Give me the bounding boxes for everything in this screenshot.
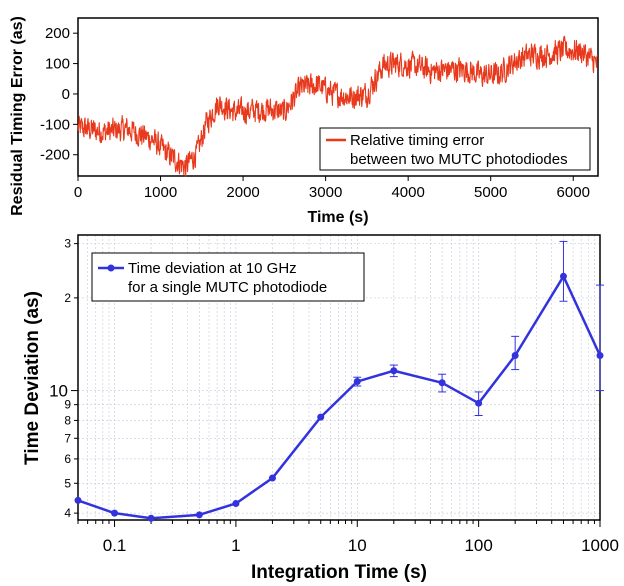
- time-deviation-series-group: [74, 240, 604, 522]
- top-legend-line-1: Relative timing error: [350, 132, 484, 149]
- data-point: [74, 496, 82, 504]
- bottom-y-axis-title: Time Deviation (as): [22, 291, 43, 465]
- top-y-axis-title: Residual Timing Error (as): [9, 16, 26, 216]
- bottom-y-minor-tick-label: 5: [64, 476, 71, 490]
- top-legend-line-2: between two MUTC photodiodes: [350, 151, 568, 168]
- timing-error-chart: -200 -100 0 100 200 0 1000 2000 3000 4000 5000 600…: [9, 16, 599, 226]
- top-y-tick-label: 0: [62, 86, 70, 103]
- timing-error-trace-group: [77, 35, 599, 177]
- data-point: [438, 379, 446, 387]
- top-legend-box: [319, 127, 591, 171]
- bottom-y-major-tick-label: 10: [49, 382, 68, 401]
- bottom-legend-marker: [107, 264, 115, 272]
- data-point: [232, 499, 240, 507]
- data-point: [195, 511, 203, 519]
- bottom-legend-line-2: for a single MUTC photodiode: [128, 279, 327, 296]
- bottom-legend-box: [91, 252, 365, 302]
- bottom-y-minor-tick-label: 4: [64, 506, 71, 520]
- bottom-y-minor-tick-label: 6: [64, 452, 71, 466]
- top-y-ticks: -200 -100 0 100 200: [40, 25, 78, 164]
- bottom-x-tick-label: 10: [348, 536, 367, 555]
- top-x-tick-label: 5000: [474, 184, 507, 201]
- top-x-tick-label: 4000: [391, 184, 424, 201]
- bottom-y-minor-tick-label: 3: [64, 237, 71, 251]
- time-deviation-chart: 0.1 1 10 100 1000 10 4 5 6 7 89 2 3 Integration Tim…: [22, 234, 619, 583]
- data-point: [596, 351, 604, 359]
- bottom-legend: Time deviation at 10 GHz for a single MU…: [91, 252, 365, 302]
- bottom-x-tick-label: 1: [231, 536, 240, 555]
- bottom-y-minor-tick-label: 9: [64, 398, 71, 412]
- time-deviation-line: [77, 275, 602, 520]
- bottom-x-ticks: 0.1 1 10 100 1000: [77, 520, 619, 555]
- top-x-tick-label: 3000: [309, 184, 342, 201]
- timing-error-trace: [77, 35, 599, 177]
- data-point: [317, 413, 325, 421]
- top-x-ticks: 0 1000 2000 3000 4000 5000 6000: [74, 176, 590, 201]
- top-x-axis-title: Time (s): [307, 209, 368, 226]
- bottom-y-minor-tick-label: 2: [64, 291, 71, 305]
- data-point: [268, 474, 276, 482]
- top-y-tick-label: 200: [45, 25, 70, 42]
- bottom-x-tick-label: 100: [464, 536, 492, 555]
- top-x-tick-label: 2000: [226, 184, 259, 201]
- data-point: [147, 514, 155, 522]
- top-x-tick-label: 1000: [144, 184, 177, 201]
- top-x-tick-label: 0: [74, 184, 82, 201]
- top-y-tick-label: -100: [40, 116, 70, 133]
- data-point: [559, 272, 567, 280]
- data-point: [475, 399, 483, 407]
- top-x-tick-label: 6000: [557, 184, 590, 201]
- bottom-legend-line-1: Time deviation at 10 GHz: [128, 260, 297, 277]
- top-y-tick-label: 100: [45, 56, 70, 73]
- top-y-tick-label: -200: [40, 147, 70, 164]
- top-plot-frame: [77, 17, 599, 177]
- bottom-x-tick-label: 0.1: [103, 536, 127, 555]
- bottom-x-tick-label: 1000: [581, 536, 619, 555]
- top-legend: Relative timing error between two MUTC p…: [319, 127, 591, 171]
- bottom-x-axis-title: Integration Time (s): [251, 562, 427, 583]
- data-point: [111, 509, 119, 517]
- data-point: [353, 378, 361, 386]
- bottom-y-minor-tick-label: 7: [64, 431, 71, 445]
- bottom-y-minor-tick-label: 8: [64, 413, 71, 427]
- data-point: [390, 367, 398, 375]
- bottom-y-ticks: 10 4 5 6 7 89 2 3: [49, 237, 78, 520]
- data-point: [511, 351, 519, 359]
